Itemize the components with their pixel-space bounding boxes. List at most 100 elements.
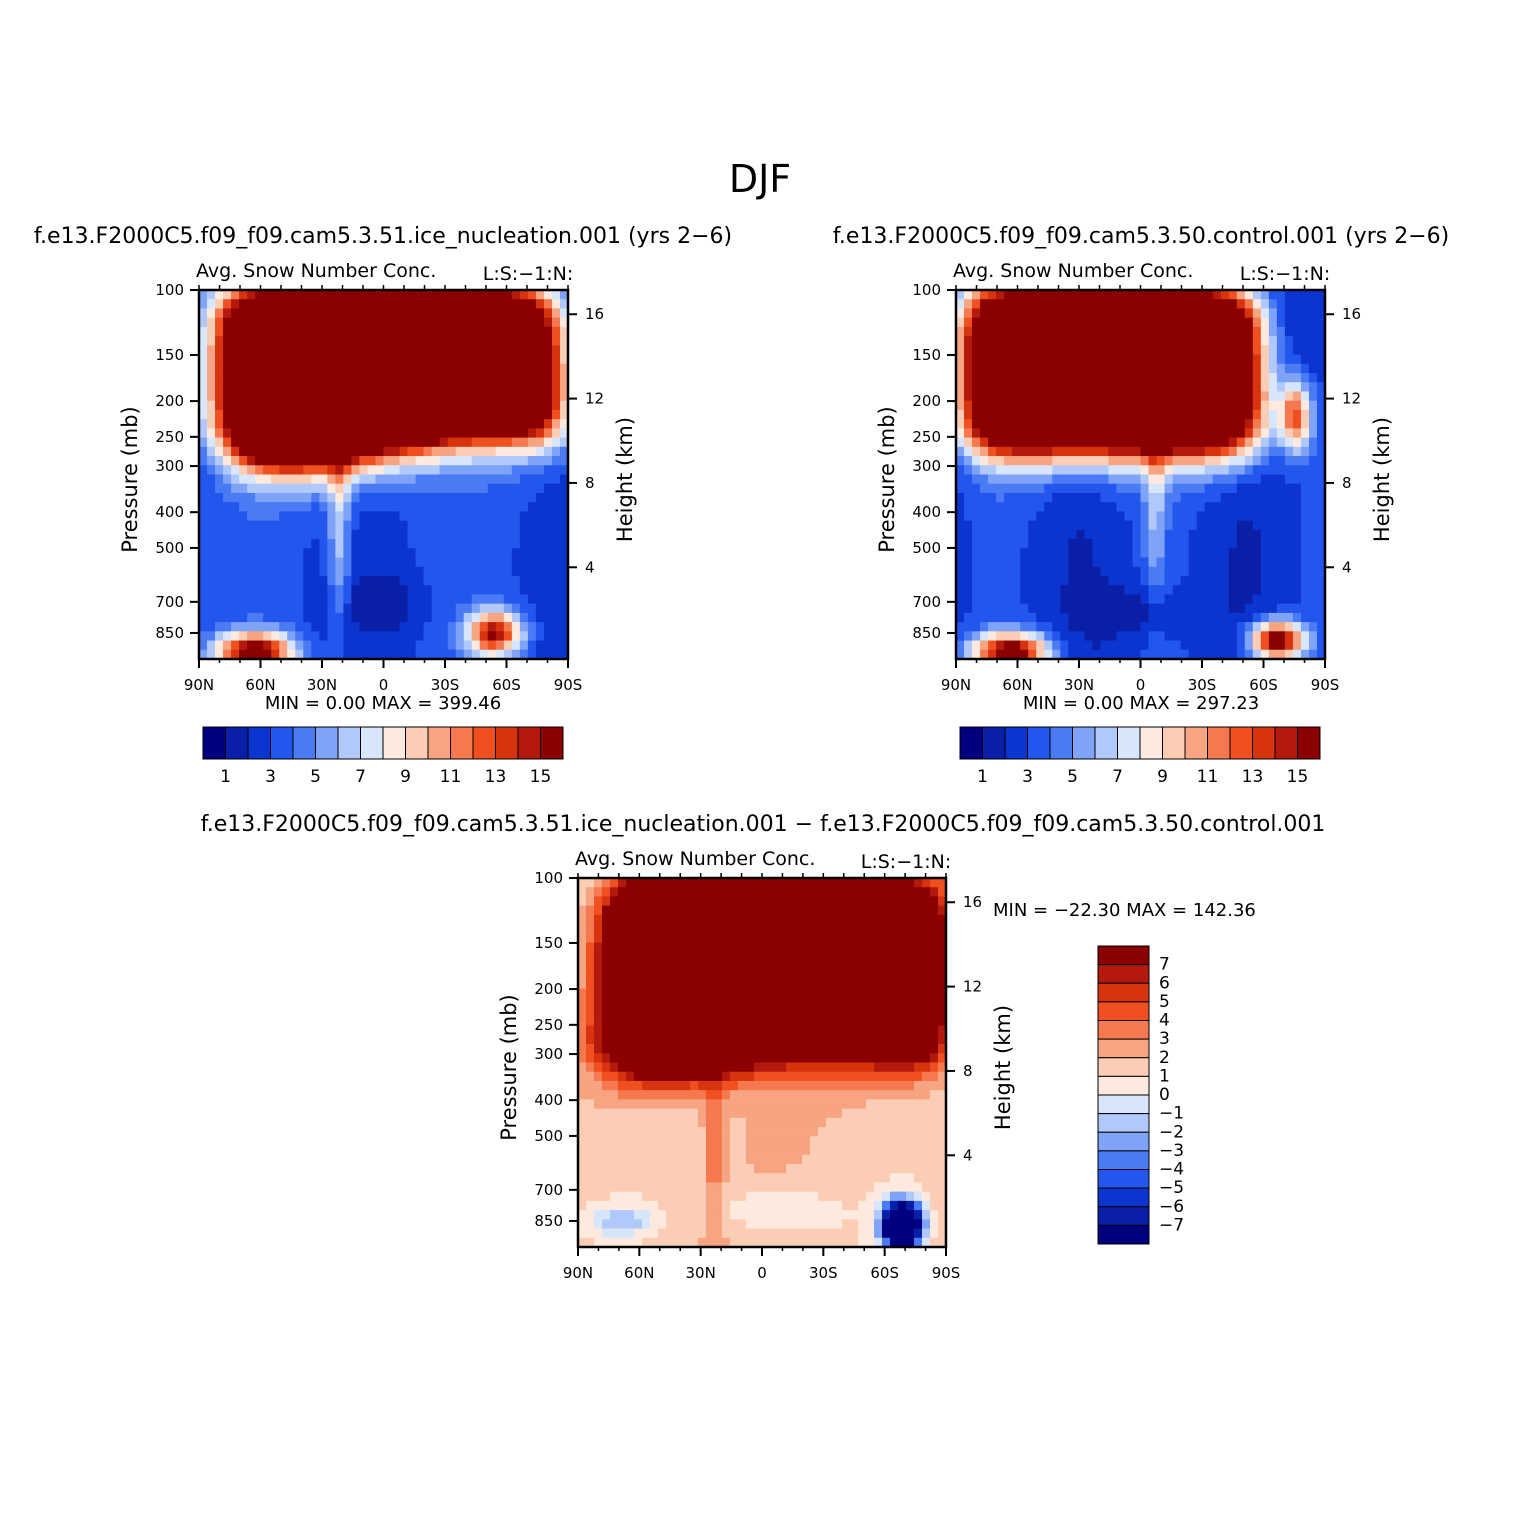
contour-cell (730, 924, 739, 934)
contour-cell (447, 520, 457, 531)
contour-cell (1236, 557, 1246, 568)
contour-cell (415, 308, 425, 319)
contour-cell (463, 290, 473, 300)
contour-cell (996, 511, 1005, 522)
contour-cell (996, 465, 1005, 476)
contour-cell (690, 924, 699, 934)
contour-cell (1316, 631, 1326, 642)
contour-cell (247, 585, 256, 596)
contour-cell (255, 354, 264, 365)
contour-cell (1220, 465, 1230, 476)
contour-cell (1180, 446, 1190, 457)
contour-cell (511, 539, 521, 549)
contour-cell (335, 566, 344, 577)
contour-cell (818, 951, 827, 962)
contour-cell (1236, 345, 1246, 356)
contour-cell (1180, 345, 1190, 356)
contour-cell (914, 914, 923, 925)
contour-cell (1220, 474, 1230, 485)
contour-cell (1068, 373, 1077, 383)
contour-cell (762, 979, 771, 990)
contour-cell (980, 631, 989, 642)
contour-cell (1108, 529, 1118, 540)
contour-cell (1236, 622, 1246, 632)
contour-cell (1092, 419, 1101, 429)
contour-cell (1284, 373, 1294, 383)
contour-cell (658, 979, 667, 990)
contour-cell (874, 896, 883, 907)
contour-cell (1276, 511, 1286, 522)
contour-cell (551, 400, 561, 411)
contour-cell (802, 1034, 811, 1045)
contour-cell (1252, 585, 1262, 596)
contour-cell (463, 363, 473, 374)
contour-cell (778, 887, 787, 898)
contour-cell (1244, 566, 1254, 577)
contour-cell (415, 299, 425, 310)
contour-cell (535, 492, 545, 503)
contour-cell (383, 502, 393, 512)
contour-cell (503, 631, 513, 642)
contour-cell (1028, 520, 1037, 531)
contour-cell (1228, 529, 1238, 540)
contour-cell (1180, 363, 1190, 374)
contour-cell (1244, 419, 1254, 429)
contour-cell (519, 465, 529, 476)
contour-cell (319, 548, 328, 559)
contour-cell (1196, 363, 1206, 374)
contour-cell (874, 1071, 883, 1082)
contour-cell (658, 1053, 667, 1064)
contour-cell (1140, 640, 1150, 651)
contour-cell (327, 474, 336, 485)
contour-cell (1164, 612, 1174, 623)
contour-cell (1236, 363, 1246, 374)
contour-cell (311, 409, 320, 420)
contour-cell (1292, 465, 1302, 476)
contour-cell (1212, 363, 1222, 374)
contour-cell (391, 299, 401, 310)
contour-cell (207, 511, 216, 522)
contour-cell (634, 1080, 643, 1091)
contour-cell (1284, 290, 1294, 300)
contour-cell (786, 997, 795, 1008)
contour-cell (1036, 585, 1045, 596)
contour-cell (988, 557, 997, 568)
contour-cell (311, 428, 320, 439)
contour-cell (423, 612, 433, 623)
contour-cell (1260, 612, 1270, 623)
contour-cell (1124, 373, 1134, 383)
contour-cell (287, 557, 296, 568)
contour-cell (858, 1062, 867, 1073)
contour-cell (559, 409, 569, 420)
contour-cell (1236, 419, 1246, 429)
contour-cell (1284, 409, 1294, 420)
contour-cell (1316, 492, 1326, 503)
contour-cell (706, 1071, 715, 1082)
contour-cell (1108, 363, 1118, 374)
contour-cell (1012, 483, 1021, 494)
contour-cell (247, 363, 256, 374)
contour-cell (802, 970, 811, 981)
contour-cell (1132, 566, 1142, 577)
contour-cell (423, 502, 433, 512)
contour-cell (335, 409, 344, 420)
contour-cell (359, 631, 369, 642)
contour-cell (503, 373, 513, 383)
contour-cell (1100, 363, 1110, 374)
contour-cell (263, 290, 272, 300)
contour-cell (1284, 400, 1294, 411)
contour-cell (479, 290, 489, 300)
contour-cell (447, 585, 457, 596)
contour-cell (391, 400, 401, 411)
contour-cell (359, 539, 369, 549)
contour-cell (207, 557, 216, 568)
contour-cell (231, 308, 240, 319)
contour-cell (1004, 622, 1013, 632)
contour-cell (551, 373, 561, 383)
contour-cell (431, 354, 441, 365)
contour-cell (487, 492, 497, 503)
contour-cell (455, 400, 465, 411)
contour-cell (1172, 400, 1182, 411)
contour-cell (930, 1044, 939, 1054)
contour-cell (802, 1071, 811, 1082)
